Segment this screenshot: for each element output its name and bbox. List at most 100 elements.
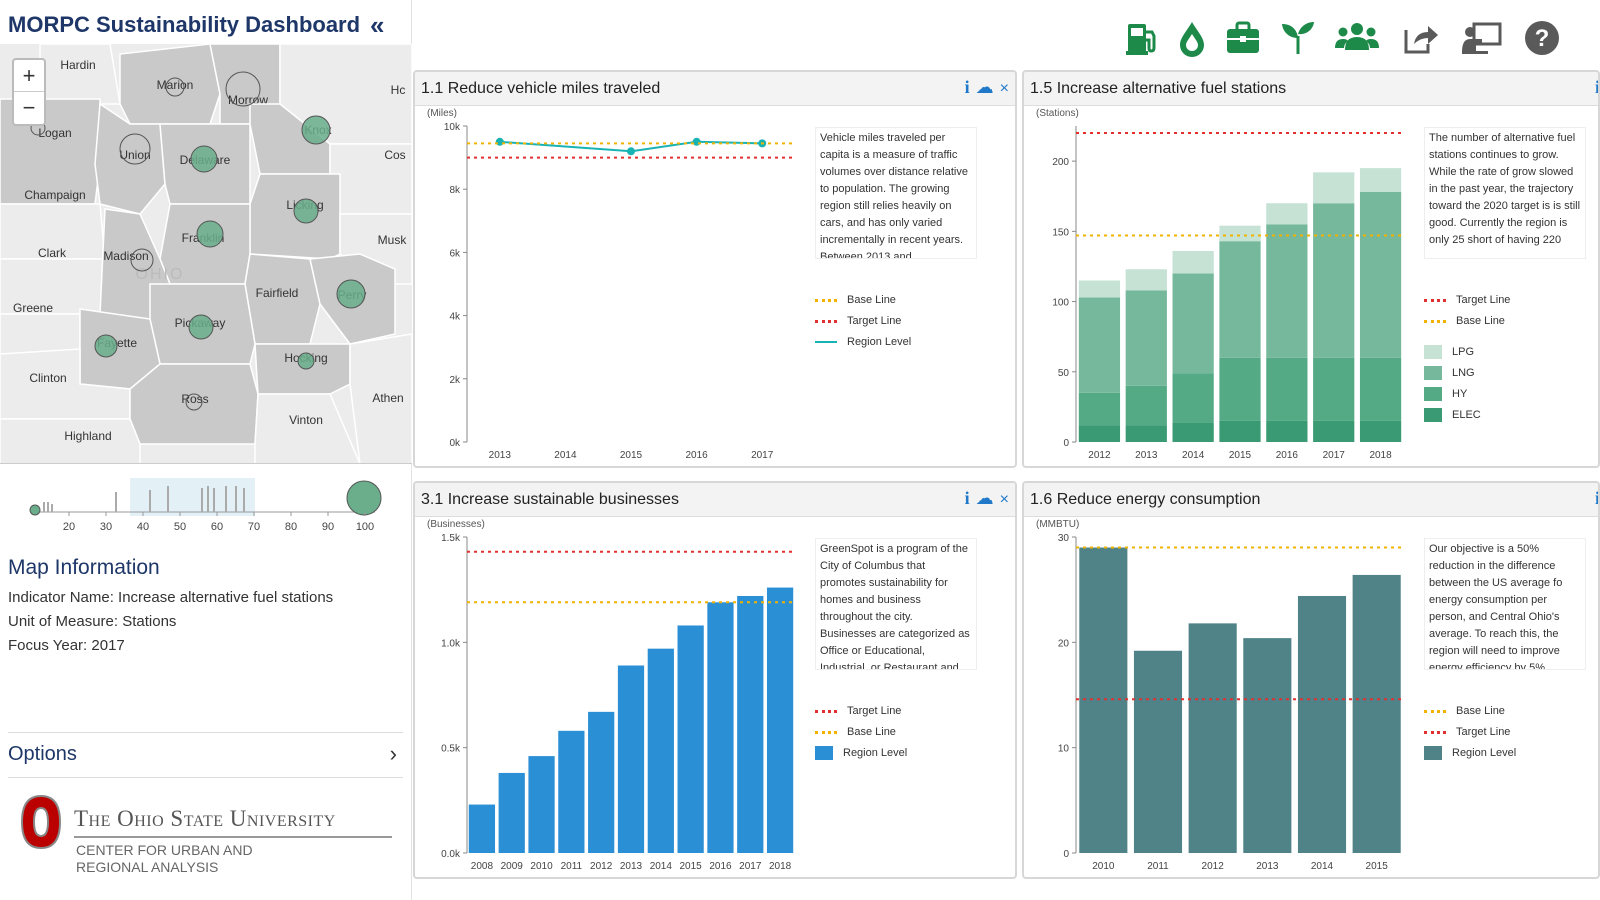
bar-elec bbox=[1078, 425, 1121, 442]
legend-swatch bbox=[1424, 298, 1446, 302]
panel-biz: 3.1 Increase sustainable businesses i ☁ × … bbox=[413, 481, 1017, 879]
panel-header: 1.5 Increase alternative fuel stations i bbox=[1024, 72, 1598, 106]
focus-year: Focus Year: 2017 bbox=[8, 637, 125, 654]
water-drop-icon[interactable] bbox=[1172, 18, 1212, 58]
options-label: Options bbox=[8, 743, 77, 765]
map-info-title: Map Information bbox=[8, 556, 160, 579]
bar bbox=[468, 804, 496, 853]
info-icon[interactable]: i bbox=[1594, 488, 1600, 508]
legend-label: ELEC bbox=[1452, 409, 1481, 421]
legend-item-lpg: LPG bbox=[1424, 342, 1510, 363]
station-dot bbox=[225, 71, 261, 107]
legend-item-lng: LNG bbox=[1424, 363, 1510, 384]
county-label: Logan bbox=[38, 126, 71, 140]
bar bbox=[558, 730, 585, 853]
data-point bbox=[692, 137, 701, 146]
chart-energy: (MMBTU) 0 10 20 30 2010 2011 2012 2013 2014 2015 bbox=[1036, 519, 1404, 872]
zoom-out-button[interactable]: − bbox=[22, 95, 36, 120]
legend-item-target-line: Target Line bbox=[815, 701, 907, 722]
map-watermark: OHIO bbox=[136, 266, 185, 283]
y-tick-label: 6k bbox=[449, 248, 461, 259]
county-highland bbox=[0, 418, 141, 463]
bar-elec bbox=[1172, 422, 1214, 442]
bar-hy bbox=[1266, 357, 1308, 421]
app-title: MORPC Sustainability Dashboard bbox=[8, 12, 361, 37]
legend-label: Target Line bbox=[1456, 726, 1511, 738]
value-slider[interactable]: 20 30 40 50 60 70 80 90 100 bbox=[0, 470, 412, 550]
legend-swatch bbox=[1424, 408, 1442, 423]
panel-description: Vehicle miles traveled per capita is a m… bbox=[815, 127, 977, 259]
county-map[interactable]: HardinMarionMorrowHcLoganUnionDelawareKn… bbox=[0, 44, 412, 464]
map-information: Map Information Indicator Name: Increase… bbox=[8, 556, 403, 658]
close-icon[interactable]: × bbox=[999, 80, 1009, 97]
y-axis-label: (Miles) bbox=[427, 108, 457, 119]
bar-hy bbox=[1078, 392, 1121, 426]
bar bbox=[647, 648, 674, 853]
x-tick-label: 2013 bbox=[1256, 861, 1279, 872]
station-dot bbox=[301, 115, 331, 145]
legend-item-region-level: Region Level bbox=[815, 332, 911, 353]
county-label: Hardin bbox=[60, 58, 95, 72]
x-tick-label: 2015 bbox=[1366, 861, 1389, 872]
sprout-icon[interactable] bbox=[1278, 18, 1318, 58]
presentation-icon[interactable] bbox=[1460, 18, 1504, 58]
zoom-in-button[interactable]: + bbox=[14, 60, 44, 92]
legend-item-target-line: Target Line bbox=[815, 311, 911, 332]
y-tick-label: 100 bbox=[1052, 298, 1069, 309]
options-row[interactable]: Options › bbox=[8, 732, 403, 778]
briefcase-icon[interactable] bbox=[1223, 18, 1263, 58]
legend-swatch bbox=[815, 730, 837, 734]
x-tick-label: 2017 bbox=[1323, 450, 1346, 461]
center-name-line1: CENTER FOR URBAN AND bbox=[76, 842, 253, 858]
county-label: Cos bbox=[384, 148, 405, 162]
bar bbox=[1079, 547, 1128, 853]
fuel-pump-icon[interactable] bbox=[1122, 18, 1162, 58]
y-tick-label: 0 bbox=[1063, 849, 1069, 860]
info-icon[interactable]: i bbox=[1594, 77, 1600, 97]
county-label: Hc bbox=[391, 83, 406, 97]
panel-title: 3.1 Increase sustainable businesses bbox=[421, 491, 679, 508]
legend-label: Region Level bbox=[843, 747, 908, 759]
help-icon[interactable]: ? bbox=[1522, 18, 1562, 58]
county-map-canvas[interactable]: HardinMarionMorrowHcLoganUnionDelawareKn… bbox=[0, 44, 412, 464]
bar bbox=[1188, 623, 1237, 853]
bar-elec bbox=[1219, 420, 1261, 442]
close-icon[interactable]: × bbox=[999, 491, 1009, 508]
legend-swatch bbox=[1424, 366, 1442, 381]
x-tick-label: 2012 bbox=[590, 861, 613, 872]
cloud-download-icon[interactable]: ☁ bbox=[975, 488, 994, 508]
value-slider-track[interactable]: 20 30 40 50 60 70 80 90 100 bbox=[0, 470, 412, 550]
slider-tick-label: 40 bbox=[137, 521, 149, 533]
chevron-right-icon[interactable]: › bbox=[389, 741, 397, 766]
center-name: CENTER FOR URBAN AND REGIONAL ANALYSIS bbox=[76, 842, 296, 876]
panel-energy: 1.6 Reduce energy consumption i (MMBTU) 0… bbox=[1022, 481, 1600, 879]
panel-title: 1.6 Reduce energy consumption bbox=[1030, 491, 1261, 508]
y-tick-label: 20 bbox=[1058, 638, 1070, 649]
panel-header: 1.6 Reduce energy consumption i bbox=[1024, 483, 1598, 517]
collapse-sidebar-button[interactable]: « bbox=[370, 10, 385, 40]
bar-hy bbox=[1219, 357, 1261, 421]
y-tick-label: 4k bbox=[449, 312, 461, 323]
share-icon[interactable] bbox=[1400, 18, 1440, 58]
legend-label: Target Line bbox=[847, 705, 902, 717]
station-dot bbox=[188, 314, 214, 340]
x-tick-label: 2015 bbox=[680, 861, 703, 872]
cloud-download-icon[interactable]: ☁ bbox=[975, 77, 994, 97]
university-name: The Ohio State University bbox=[74, 806, 336, 831]
center-name-line2: REGIONAL ANALYSIS bbox=[76, 859, 219, 875]
legend-swatch bbox=[1424, 709, 1446, 713]
people-icon[interactable] bbox=[1334, 18, 1380, 58]
panel-vmt: 1.1 Reduce vehicle miles traveled i ☁ × (M… bbox=[413, 70, 1017, 468]
slider-tick-label: 90 bbox=[322, 521, 334, 533]
info-icon[interactable]: i bbox=[964, 488, 970, 508]
x-tick-label: 2016 bbox=[685, 450, 708, 461]
bar-lng bbox=[1125, 290, 1167, 386]
x-tick-label: 2015 bbox=[620, 450, 643, 461]
bar-lpg bbox=[1359, 168, 1402, 193]
info-icon[interactable]: i bbox=[964, 77, 970, 97]
county-label: Union bbox=[119, 148, 150, 162]
x-tick-label: 2013 bbox=[620, 861, 643, 872]
x-tick-label: 2014 bbox=[1182, 450, 1205, 461]
county-label: Vinton bbox=[289, 413, 323, 427]
legend-item-elec: ELEC bbox=[1424, 405, 1510, 426]
